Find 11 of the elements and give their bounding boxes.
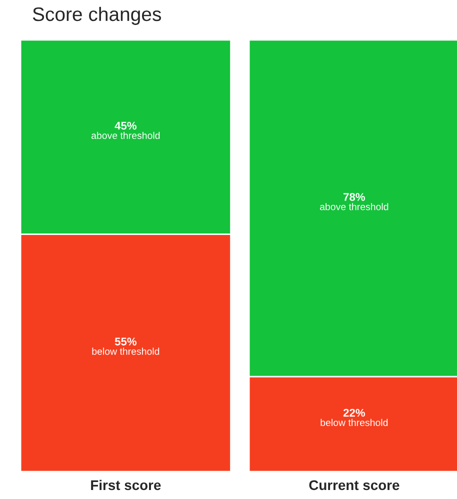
text: below threshold	[92, 348, 160, 355]
x-tick-label: Current score	[309, 480, 400, 490]
data-label: 22%	[343, 408, 365, 417]
chart-title: Score changes	[32, 6, 161, 25]
series-label: below threshold	[320, 418, 388, 426]
text: above threshold	[320, 203, 388, 210]
data-label: 78%	[344, 193, 365, 201]
x-tick-label: First score	[91, 480, 161, 490]
data-label: 55%	[114, 338, 136, 346]
series-label: above threshold	[92, 132, 160, 139]
data-label: 45%	[114, 122, 136, 130]
